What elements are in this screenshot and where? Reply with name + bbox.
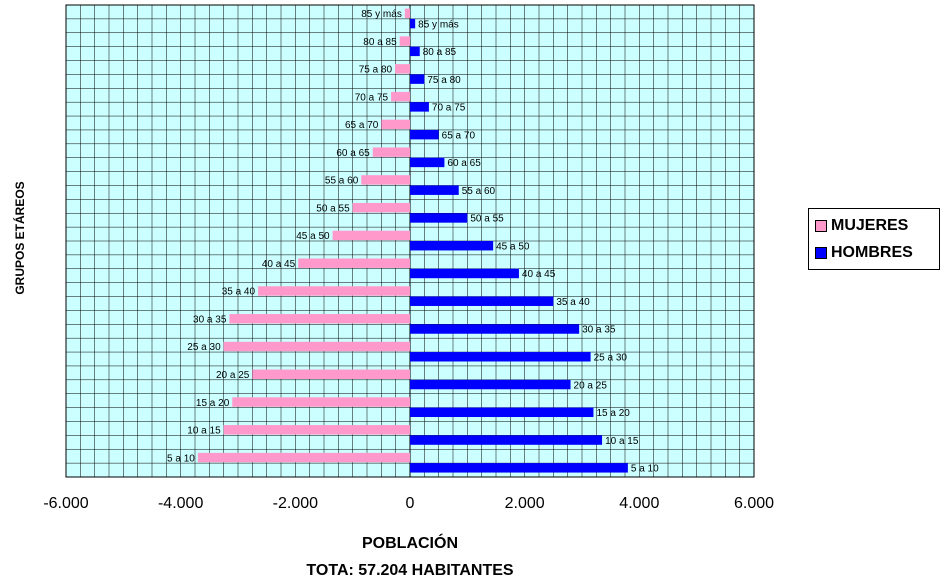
bar-mujeres-3 bbox=[252, 369, 410, 379]
bar-label-mujeres-15: 80 a 85 bbox=[363, 37, 397, 48]
bar-mujeres-7 bbox=[298, 258, 410, 268]
bar-hombres-1 bbox=[410, 435, 603, 445]
bar-label-mujeres-3: 20 a 25 bbox=[216, 370, 250, 381]
x-tick-label: 6.000 bbox=[734, 495, 774, 512]
bar-label-hombres-1: 10 a 15 bbox=[605, 436, 639, 447]
bar-label-hombres-12: 65 a 70 bbox=[442, 130, 476, 141]
bar-mujeres-10 bbox=[361, 175, 410, 185]
bar-mujeres-6 bbox=[258, 286, 410, 296]
bar-mujeres-5 bbox=[229, 314, 410, 324]
bar-mujeres-4 bbox=[223, 341, 410, 352]
bar-hombres-13 bbox=[410, 102, 429, 112]
bar-hombres-5 bbox=[410, 324, 580, 334]
bar-mujeres-12 bbox=[381, 119, 410, 130]
bar-mujeres-0 bbox=[197, 452, 410, 463]
legend-label-hombres: HOMBRES bbox=[831, 244, 913, 261]
legend-swatch-mujeres bbox=[815, 220, 827, 232]
bar-label-hombres-13: 70 a 75 bbox=[432, 103, 466, 114]
bar-hombres-14 bbox=[410, 74, 425, 84]
bar-label-hombres-14: 75 a 80 bbox=[427, 75, 461, 86]
bars bbox=[197, 8, 628, 473]
bar-label-hombres-10: 55 a 60 bbox=[462, 186, 496, 197]
chart-subtitle: TOTA: 57.204 HABITANTES bbox=[306, 562, 513, 579]
bar-mujeres-1 bbox=[223, 425, 410, 435]
y-axis-title: GRUPOS ETÁREOS bbox=[12, 181, 27, 294]
x-tick-label: -2.000 bbox=[273, 495, 318, 512]
bar-label-hombres-5: 30 a 35 bbox=[582, 325, 616, 336]
bar-label-hombres-16: 85 y más bbox=[418, 19, 459, 30]
bar-hombres-12 bbox=[410, 129, 439, 140]
bar-label-hombres-7: 40 a 45 bbox=[522, 269, 556, 280]
x-tick-label: -4.000 bbox=[158, 495, 203, 512]
bar-label-mujeres-1: 10 a 15 bbox=[187, 426, 221, 437]
bar-hombres-15 bbox=[410, 46, 420, 57]
bar-hombres-8 bbox=[410, 241, 494, 251]
bar-hombres-6 bbox=[410, 296, 554, 306]
bar-label-mujeres-5: 30 a 35 bbox=[193, 314, 227, 325]
bar-label-mujeres-0: 5 a 10 bbox=[167, 453, 195, 464]
bar-mujeres-8 bbox=[332, 230, 410, 241]
x-axis-title: POBLACIÓN bbox=[362, 533, 458, 552]
bar-mujeres-13 bbox=[391, 91, 410, 102]
bar-hombres-10 bbox=[410, 185, 459, 195]
bar-label-hombres-8: 45 a 50 bbox=[496, 241, 530, 252]
bar-mujeres-15 bbox=[399, 36, 410, 46]
x-tick-labels: -6.000 -4.000 -2.000 0 2.000 4.000 6.000 bbox=[43, 495, 774, 512]
bar-hombres-11 bbox=[410, 157, 445, 168]
bar-mujeres-9 bbox=[352, 202, 410, 213]
bar-mujeres-11 bbox=[372, 147, 410, 157]
legend-item-hombres: HOMBRES bbox=[815, 244, 913, 262]
x-tick-label: -6.000 bbox=[43, 495, 88, 512]
bar-label-hombres-9: 50 a 55 bbox=[470, 214, 504, 225]
bar-hombres-3 bbox=[410, 379, 571, 390]
bar-label-hombres-15: 80 a 85 bbox=[423, 47, 457, 58]
bar-label-hombres-11: 60 a 65 bbox=[447, 158, 481, 169]
bar-mujeres-2 bbox=[232, 397, 410, 407]
bar-hombres-0 bbox=[410, 463, 628, 473]
legend-swatch-hombres bbox=[815, 247, 827, 259]
legend-item-mujeres: MUJERES bbox=[815, 217, 908, 235]
bar-label-mujeres-4: 25 a 30 bbox=[187, 342, 221, 353]
bar-hombres-4 bbox=[410, 352, 591, 362]
bar-label-mujeres-14: 75 a 80 bbox=[359, 65, 393, 76]
bar-label-mujeres-13: 70 a 75 bbox=[355, 92, 389, 103]
bar-label-hombres-2: 15 a 20 bbox=[596, 408, 630, 419]
bar-label-mujeres-8: 45 a 50 bbox=[296, 231, 330, 242]
legend: MUJERES HOMBRES bbox=[808, 208, 940, 270]
x-tick-label: 0 bbox=[406, 495, 415, 512]
bar-mujeres-14 bbox=[395, 64, 410, 74]
bar-label-mujeres-2: 15 a 20 bbox=[196, 398, 230, 409]
bar-hombres-7 bbox=[410, 268, 519, 279]
bar-hombres-9 bbox=[410, 213, 468, 223]
bar-hombres-16 bbox=[410, 18, 416, 29]
bar-label-mujeres-11: 60 a 65 bbox=[336, 148, 370, 159]
bar-label-hombres-4: 25 a 30 bbox=[594, 352, 628, 363]
bar-label-mujeres-10: 55 a 60 bbox=[325, 176, 359, 187]
bar-labels: 5 a 10 10 a 15 15 a 20 20 a 25 25 a 30 30 a 3… bbox=[167, 9, 659, 475]
bar-label-mujeres-12: 65 a 70 bbox=[345, 120, 379, 131]
bar-label-mujeres-6: 35 a 40 bbox=[222, 287, 256, 298]
bar-mujeres-16 bbox=[404, 8, 410, 19]
x-tick-label: 2.000 bbox=[505, 495, 545, 512]
x-tick-label: 4.000 bbox=[619, 495, 659, 512]
bar-label-hombres-6: 35 a 40 bbox=[556, 297, 590, 308]
bar-hombres-2 bbox=[410, 407, 594, 418]
bar-label-mujeres-16: 85 y más bbox=[361, 9, 402, 20]
bar-label-hombres-0: 5 a 10 bbox=[631, 464, 659, 475]
legend-label-mujeres: MUJERES bbox=[831, 217, 909, 234]
bar-label-mujeres-9: 50 a 55 bbox=[316, 203, 350, 214]
bar-label-mujeres-7: 40 a 45 bbox=[262, 259, 296, 270]
bar-label-hombres-3: 20 a 25 bbox=[574, 380, 608, 391]
